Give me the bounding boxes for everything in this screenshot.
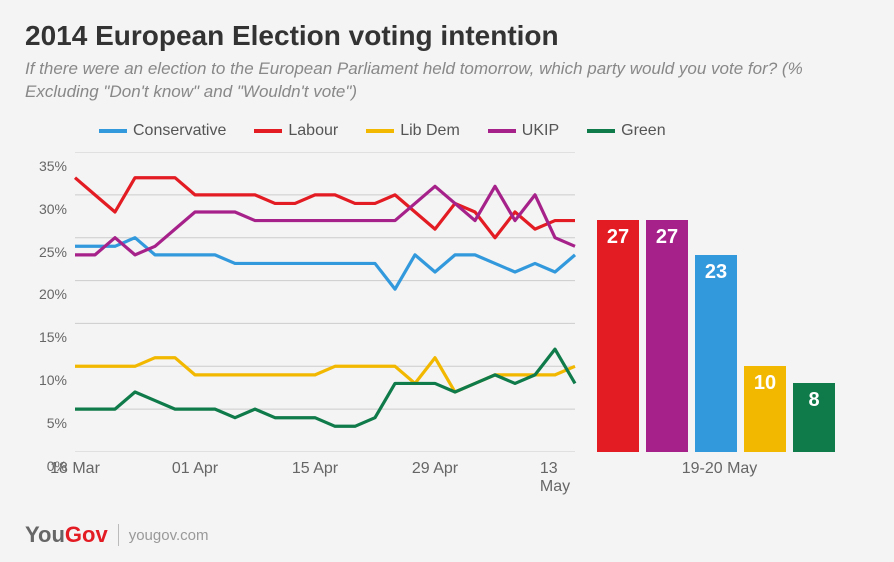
y-axis-label: 5%: [25, 415, 67, 431]
series-ukip: [75, 186, 575, 255]
legend-item: Lib Dem: [366, 122, 460, 140]
legend: Conservative Labour Lib Dem UKIP Green: [99, 122, 869, 140]
series-conservative: [75, 238, 575, 289]
legend-label: Labour: [288, 122, 338, 140]
legend-item: UKIP: [488, 122, 559, 140]
y-axis-label: 15%: [25, 329, 67, 345]
bar-value-label: 27: [597, 226, 639, 249]
bar-labour: 27: [597, 220, 639, 451]
legend-swatch: [99, 129, 127, 133]
legend-item: Labour: [254, 122, 338, 140]
series-labour: [75, 178, 575, 238]
chart-container: 2014 European Election voting intention …: [0, 0, 894, 562]
legend-label: UKIP: [522, 122, 559, 140]
bar-conservative: 23: [695, 255, 737, 452]
logo-you: You: [25, 522, 65, 547]
bar-ukip: 27: [646, 220, 688, 451]
legend-item: Green: [587, 122, 665, 140]
legend-item: Conservative: [99, 122, 226, 140]
x-axis-label: 01 Apr: [172, 460, 218, 478]
bar-chart: 27 27 23 10 8 19-20 May: [592, 152, 847, 482]
bar-chart-x-label: 19-20 May: [592, 460, 847, 478]
footer-link: yougov.com: [129, 527, 209, 544]
series-libdem: [75, 358, 575, 392]
legend-swatch: [488, 129, 516, 133]
legend-swatch: [254, 129, 282, 133]
logo-gov: Gov: [65, 522, 108, 547]
bar-value-label: 10: [744, 372, 786, 395]
footer: YouGov yougov.com: [25, 522, 208, 548]
bar-libdem: 10: [744, 366, 786, 452]
x-axis-label: 29 Apr: [412, 460, 458, 478]
line-chart-svg: [25, 152, 580, 452]
chart-row: 0%5%10%15%20%25%30%35%18 Mar01 Apr15 Apr…: [25, 152, 869, 482]
legend-swatch: [366, 129, 394, 133]
line-chart: 0%5%10%15%20%25%30%35%18 Mar01 Apr15 Apr…: [25, 152, 580, 482]
bar-value-label: 23: [695, 261, 737, 284]
bar-value-label: 27: [646, 226, 688, 249]
x-axis-label: 13 May: [540, 460, 570, 496]
chart-title: 2014 European Election voting intention: [25, 20, 869, 52]
bar-value-label: 8: [793, 389, 835, 412]
footer-divider: [118, 524, 119, 546]
y-axis-label: 30%: [25, 201, 67, 217]
x-axis-label: 18 Mar: [50, 460, 100, 478]
x-axis-label: 15 Apr: [292, 460, 338, 478]
legend-label: Green: [621, 122, 665, 140]
bar-green: 8: [793, 383, 835, 452]
legend-swatch: [587, 129, 615, 133]
y-axis-label: 10%: [25, 372, 67, 388]
chart-subtitle: If there were an election to the Europea…: [25, 58, 845, 104]
y-axis-label: 20%: [25, 286, 67, 302]
legend-label: Lib Dem: [400, 122, 460, 140]
y-axis-label: 25%: [25, 244, 67, 260]
legend-label: Conservative: [133, 122, 226, 140]
logo: YouGov: [25, 522, 108, 548]
y-axis-label: 35%: [25, 158, 67, 174]
